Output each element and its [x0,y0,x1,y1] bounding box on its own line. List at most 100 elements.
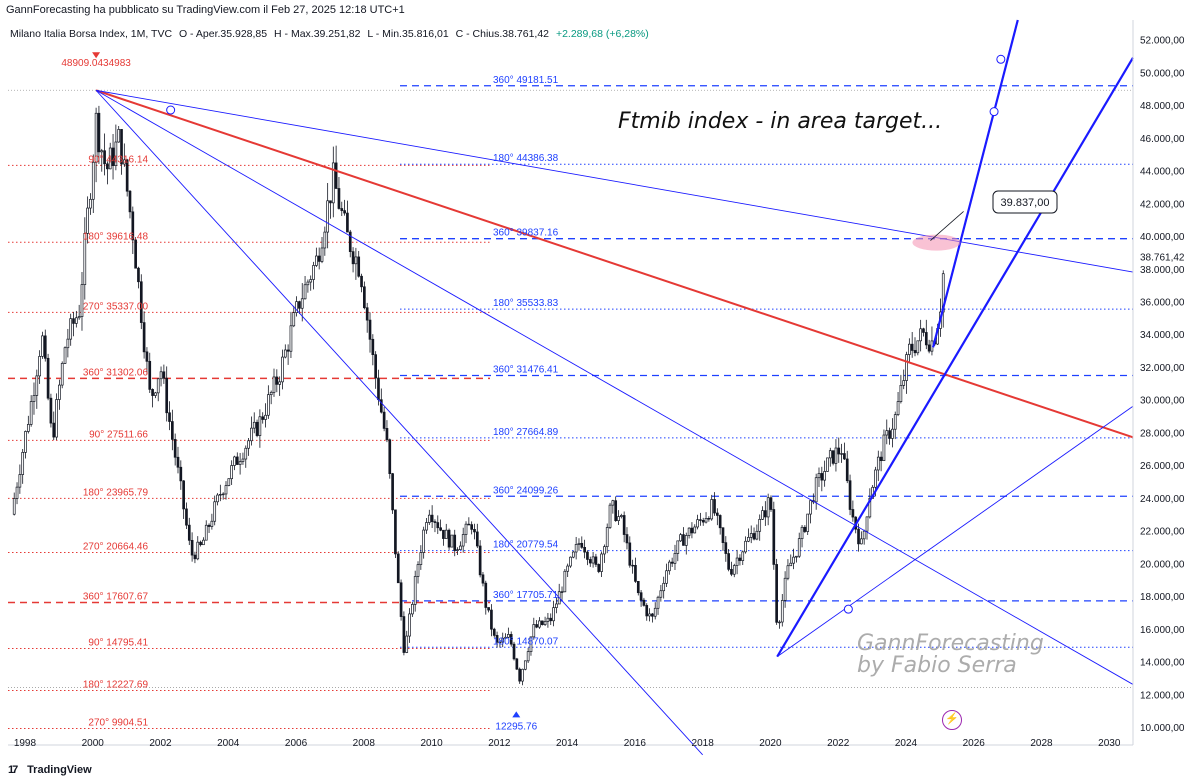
candle-body [916,340,920,354]
candle-body [797,538,801,557]
candle-body [340,208,344,211]
candle-body [41,335,44,357]
candle-body [26,424,30,432]
candle-body [456,549,459,551]
candle-body [442,529,445,539]
candle-body [413,576,417,605]
candle-body [526,651,530,662]
target-zone-ellipse [912,234,961,251]
red-level-label: 270° 9904.51 [88,718,148,729]
candle-body [744,540,747,553]
candle-body [467,523,471,526]
candle-body [227,478,231,486]
red-level-label: 180° 12227.69 [83,680,149,691]
candle-body [552,607,555,622]
candle-body [32,395,36,402]
candle-body [374,354,377,379]
fan-anchor-marker [989,107,999,117]
candle-body [699,519,702,521]
candle-body [710,499,714,520]
candle-body [490,609,493,630]
candle-body [473,529,476,533]
candle-body [142,322,146,353]
candle-body [676,540,680,554]
candle-body [103,150,106,165]
candle-body [631,564,634,567]
candle-body [492,628,496,636]
candle-body [651,613,654,617]
candle-body [255,421,259,436]
candle-body [204,524,208,541]
candle-body [622,515,626,535]
candle-body [487,607,490,611]
candle-body [351,251,355,265]
candle-body [145,351,149,362]
candle-body [100,150,104,153]
candle-body [865,516,869,532]
x-tick-label: 2028 [1030,738,1053,749]
candle-body [120,129,123,165]
candle-body [422,529,426,553]
candle-body [555,603,558,608]
candle-body [411,604,414,615]
candle-body [114,141,118,167]
candle-body [648,613,651,617]
candle-body [444,529,448,539]
candle-body [46,357,50,399]
candle-body [453,534,457,551]
candle-body [924,332,928,346]
red-level-label: 90° 44316.14 [88,154,148,165]
y-tick-label: 46.000,00 [1140,134,1185,145]
candle-body [360,275,363,288]
lightning-icon[interactable]: ⚡ [942,710,962,730]
candle-body [66,338,70,349]
red-level-label: 90° 27511.66 [89,429,148,440]
candle-body [645,605,649,617]
candle-body [586,551,589,560]
candle-body [83,233,87,285]
x-tick-label: 2020 [759,738,782,749]
red-level-label: 180° 23965.79 [83,487,149,498]
candle-body [876,456,880,471]
candle-body [780,600,784,623]
candle-body [171,421,174,440]
y-tick-label: 12.000,00 [1140,690,1185,701]
candle-body [684,535,688,546]
candle-body [919,328,922,342]
candle-body [670,561,674,564]
candle-body [252,421,256,429]
candle-body [636,581,640,594]
candle-body [874,469,877,488]
candle-body [747,536,750,542]
candle-body [331,162,335,204]
candle-body [238,461,242,465]
candle-body [730,568,733,575]
candle-body [634,564,637,582]
x-tick-label: 1998 [14,738,37,749]
candle-body [106,163,109,170]
blue-level-label: 360° 24099.26 [493,485,559,496]
candle-body [775,564,778,623]
candle-body [521,668,524,682]
trend-line-blue-fan-steep [95,90,703,756]
trend-line-blue-fan-shallow [96,89,1134,273]
brand-name: TradingView [27,764,92,776]
candle-body [275,376,279,385]
trend-line-blue-rise-bold [776,57,1134,658]
candle-body [885,430,889,436]
candle-body [459,545,462,550]
candle-body [617,516,620,522]
candle-body [549,617,553,622]
ohlc-open: O - Aper.35.928,85 [178,28,268,40]
candle-body [388,439,392,474]
candle-body [69,318,73,340]
blue-level-label: 360° 17705.71 [493,590,559,601]
candle-body [783,577,787,601]
candle-body [908,343,911,355]
y-tick-label: 42.000,00 [1140,199,1185,210]
x-tick-label: 2030 [1098,738,1121,749]
candle-body [927,344,931,352]
candle-body [430,514,434,522]
tradingview-logo[interactable]: 17 TradingView [8,764,92,776]
